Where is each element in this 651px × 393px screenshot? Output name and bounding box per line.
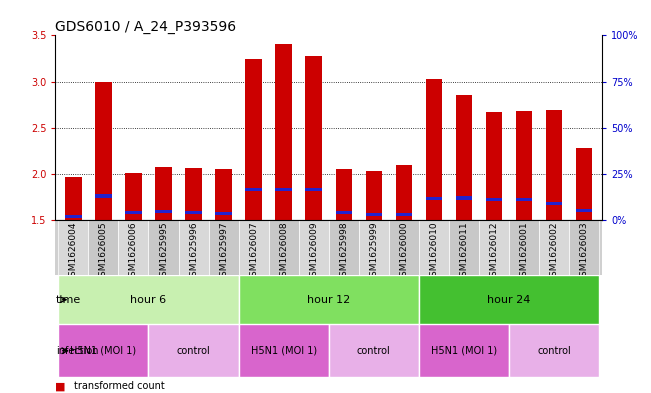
- Bar: [155, 210, 172, 213]
- Bar: [389, 220, 419, 275]
- Bar: [396, 165, 412, 220]
- Bar: [125, 211, 142, 214]
- Bar: [239, 324, 329, 377]
- Text: GSM1625996: GSM1625996: [189, 222, 198, 282]
- Bar: [215, 169, 232, 220]
- Text: control: control: [176, 346, 210, 356]
- Bar: [335, 211, 352, 214]
- Text: GSM1626007: GSM1626007: [249, 222, 258, 282]
- Text: GSM1625999: GSM1625999: [369, 222, 378, 282]
- Bar: [95, 83, 112, 220]
- Bar: [479, 220, 509, 275]
- Bar: [118, 220, 148, 275]
- Bar: [359, 220, 389, 275]
- Bar: [366, 171, 382, 220]
- Bar: [329, 324, 419, 377]
- Bar: [456, 95, 472, 220]
- Bar: [419, 324, 509, 377]
- Text: time: time: [55, 295, 81, 305]
- Bar: [59, 324, 148, 377]
- Bar: [509, 220, 539, 275]
- Bar: [546, 110, 562, 220]
- Bar: [546, 202, 562, 205]
- Text: infection: infection: [55, 346, 98, 356]
- Text: GSM1625998: GSM1625998: [339, 222, 348, 282]
- Bar: [516, 198, 533, 201]
- Text: hour 24: hour 24: [488, 295, 531, 305]
- Bar: [59, 220, 89, 275]
- Bar: [65, 215, 81, 218]
- Text: GSM1626003: GSM1626003: [579, 222, 589, 282]
- Bar: [329, 220, 359, 275]
- Bar: [95, 195, 112, 198]
- Bar: [456, 196, 472, 200]
- Text: GSM1626012: GSM1626012: [490, 222, 499, 282]
- Bar: [576, 148, 592, 220]
- Text: GSM1626010: GSM1626010: [430, 222, 438, 282]
- Bar: [449, 220, 479, 275]
- Bar: [426, 79, 442, 220]
- Bar: [148, 220, 178, 275]
- Text: H5N1 (MOI 1): H5N1 (MOI 1): [251, 346, 317, 356]
- Bar: [215, 212, 232, 215]
- Text: GSM1626008: GSM1626008: [279, 222, 288, 282]
- Bar: [275, 44, 292, 220]
- Bar: [269, 220, 299, 275]
- Bar: [125, 173, 142, 220]
- Bar: [335, 169, 352, 220]
- Text: control: control: [537, 346, 571, 356]
- Bar: [305, 56, 322, 220]
- Text: GSM1625997: GSM1625997: [219, 222, 228, 282]
- Bar: [576, 209, 592, 213]
- Bar: [148, 324, 239, 377]
- Bar: [89, 220, 118, 275]
- Text: GSM1626001: GSM1626001: [519, 222, 529, 282]
- Bar: [59, 275, 239, 324]
- Text: GSM1626009: GSM1626009: [309, 222, 318, 282]
- Text: H5N1 (MOI 1): H5N1 (MOI 1): [431, 346, 497, 356]
- Text: GSM1625995: GSM1625995: [159, 222, 168, 282]
- Bar: [208, 220, 239, 275]
- Bar: [155, 167, 172, 220]
- Bar: [245, 59, 262, 220]
- Bar: [178, 220, 208, 275]
- Text: GSM1626002: GSM1626002: [549, 222, 559, 282]
- Text: GSM1626005: GSM1626005: [99, 222, 108, 282]
- Bar: [186, 211, 202, 214]
- Text: GSM1626000: GSM1626000: [399, 222, 408, 282]
- Text: hour 6: hour 6: [130, 295, 167, 305]
- Bar: [366, 213, 382, 216]
- Bar: [396, 213, 412, 216]
- Bar: [305, 188, 322, 191]
- Text: GDS6010 / A_24_P393596: GDS6010 / A_24_P393596: [55, 20, 236, 34]
- Bar: [275, 188, 292, 191]
- Bar: [299, 220, 329, 275]
- Bar: [486, 198, 503, 201]
- Text: H5N1 (MOI 1): H5N1 (MOI 1): [70, 346, 137, 356]
- Bar: [65, 177, 81, 220]
- Text: hour 12: hour 12: [307, 295, 350, 305]
- Bar: [245, 188, 262, 191]
- Bar: [426, 197, 442, 200]
- Bar: [539, 220, 569, 275]
- Text: ■: ■: [55, 381, 66, 391]
- Text: GSM1626006: GSM1626006: [129, 222, 138, 282]
- Text: GSM1626011: GSM1626011: [460, 222, 469, 282]
- Bar: [186, 168, 202, 220]
- Text: GSM1626004: GSM1626004: [69, 222, 78, 282]
- Bar: [419, 220, 449, 275]
- Text: transformed count: transformed count: [74, 381, 164, 391]
- Text: control: control: [357, 346, 391, 356]
- Bar: [486, 112, 503, 220]
- Bar: [569, 220, 599, 275]
- Bar: [239, 275, 419, 324]
- Bar: [239, 220, 269, 275]
- Bar: [419, 275, 599, 324]
- Bar: [516, 111, 533, 220]
- Bar: [509, 324, 599, 377]
